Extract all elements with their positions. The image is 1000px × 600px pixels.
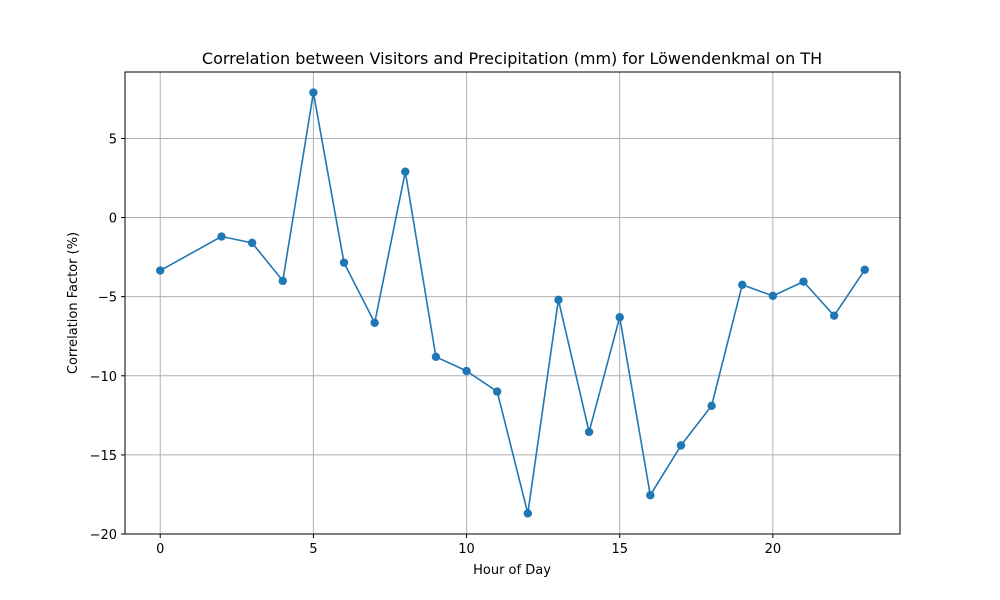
- data-point: [278, 276, 287, 286]
- data-point: [707, 401, 716, 411]
- y-axis-label: Correlation Factor (%): [66, 232, 81, 374]
- x-tick-label: 0: [156, 542, 164, 557]
- x-tick-label: 20: [765, 542, 782, 557]
- data-point: [431, 352, 441, 361]
- data-point: [768, 291, 778, 301]
- data-point: [676, 441, 686, 450]
- data-point: [523, 509, 533, 518]
- y-tick-label: −20: [90, 528, 117, 543]
- data-point: [492, 387, 502, 396]
- data-point: [401, 167, 410, 176]
- series-line: [159, 91, 866, 515]
- x-tick-label: 15: [611, 542, 628, 557]
- data-point: [799, 277, 808, 286]
- plot-frame: [124, 71, 901, 535]
- y-tick-label: −15: [90, 449, 117, 464]
- y-tick-label: 5: [109, 132, 117, 147]
- x-tick-label: 10: [458, 542, 475, 557]
- x-axis-label: Hour of Day: [473, 563, 551, 578]
- data-point: [615, 313, 624, 322]
- x-tick-label: 5: [309, 542, 317, 557]
- data-point: [860, 265, 869, 274]
- data-point: [156, 266, 165, 275]
- data-series: [156, 88, 869, 518]
- axis-ticks: 0 5 10 15 20 −20 −15 −10 −5 0 5: [90, 132, 782, 557]
- data-point: [646, 491, 655, 500]
- data-point: [829, 311, 839, 320]
- data-point: [738, 280, 747, 290]
- data-point: [247, 238, 257, 248]
- chart-title: Correlation between Visitors and Precipi…: [202, 49, 822, 68]
- data-point: [309, 88, 318, 97]
- data-point: [462, 366, 471, 376]
- y-tick-label: −5: [98, 291, 117, 306]
- y-tick-label: −10: [90, 370, 117, 385]
- data-point: [584, 427, 594, 437]
- grid-lines: [125, 72, 900, 535]
- data-point: [339, 258, 349, 267]
- y-tick-label: 0: [109, 212, 117, 227]
- data-point: [217, 232, 226, 241]
- data-point: [554, 295, 563, 305]
- data-point: [370, 318, 379, 327]
